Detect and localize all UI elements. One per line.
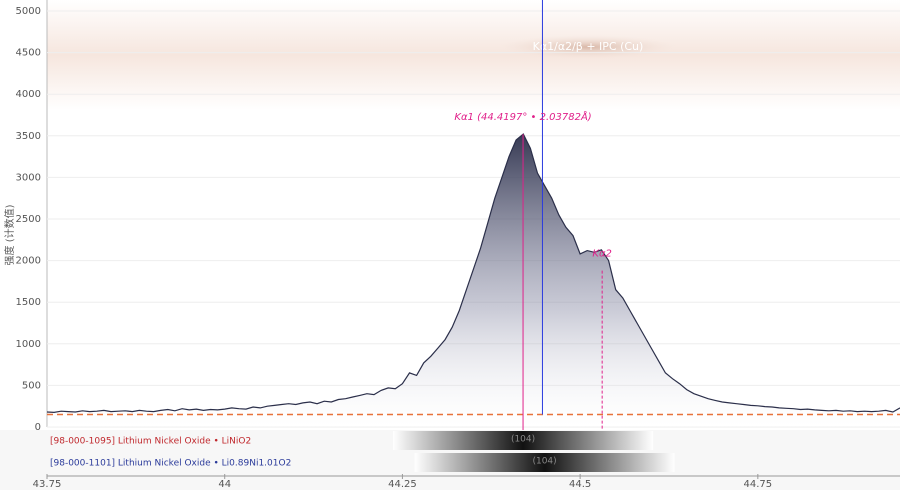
y-tick-label: 3500	[16, 131, 41, 142]
reference-label: [98-000-1101] Lithium Nickel Oxide • Li0…	[50, 459, 291, 469]
x-tick-label: 44.5	[569, 479, 591, 490]
peak-label: Kα2	[592, 249, 612, 260]
y-tick-label: 1000	[16, 339, 41, 350]
reference-label: [98-000-1095] Lithium Nickel Oxide • LiN…	[50, 437, 251, 447]
x-tick-label: 43.75	[33, 479, 62, 490]
y-axis-label: 强度 (计数值)	[3, 204, 16, 265]
y-tick-label: 4500	[16, 48, 41, 59]
y-tick-label: 5000	[16, 6, 41, 17]
y-tick-label: 4000	[16, 89, 41, 100]
chart-title: Kα1/α2/β + IPC (Cu)	[533, 40, 644, 53]
peak-label: Kα1 (44.4197° • 2.03782Å)	[454, 110, 591, 123]
y-tick-label: 2500	[16, 214, 41, 225]
y-tick-label: 500	[22, 380, 41, 391]
y-tick-label: 2000	[16, 256, 41, 267]
area	[47, 134, 900, 427]
y-tick-label: 0	[35, 422, 41, 433]
x-tick-label: 44.25	[388, 479, 417, 490]
plot-glow	[47, 0, 900, 110]
y-tick-label: 3000	[16, 172, 41, 183]
reference-hkl: (104)	[532, 457, 556, 467]
x-tick-label: 44.75	[744, 479, 773, 490]
reference-band	[414, 453, 675, 472]
reference-band	[393, 431, 654, 450]
reference-hkl: (104)	[511, 435, 535, 445]
x-tick-label: 44	[218, 479, 231, 490]
line	[46, 133, 900, 414]
y-tick-label: 1500	[16, 297, 41, 308]
